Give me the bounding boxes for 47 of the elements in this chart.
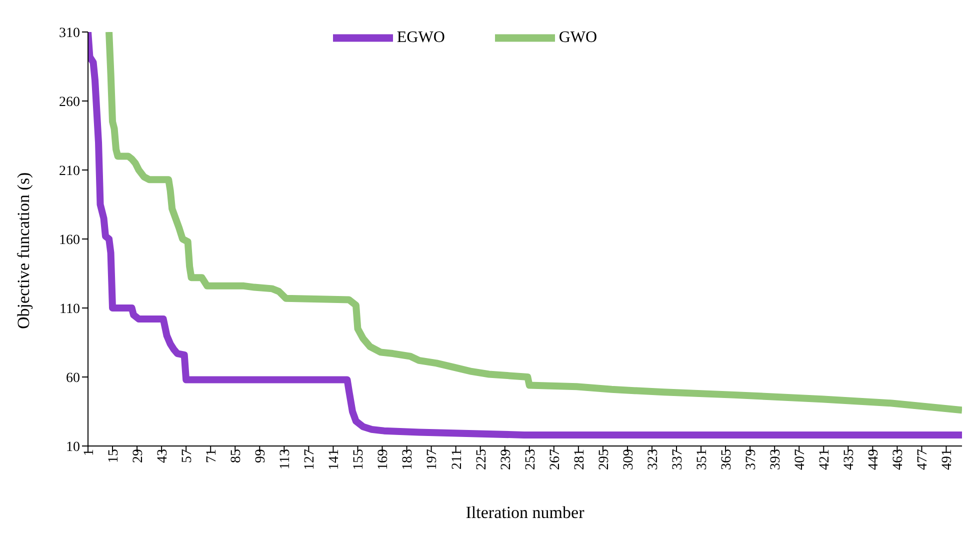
x-tick-label: 463 [891, 449, 906, 470]
y-tick-label: 160 [59, 232, 80, 248]
x-tick-label: 295 [596, 449, 612, 470]
legend-label: EGWO [396, 28, 445, 46]
y-tick-label: 110 [60, 302, 80, 317]
y-tick-label: 10 [66, 440, 80, 455]
x-tick-label: 141 [327, 449, 342, 470]
x-tick-label: 351 [694, 449, 710, 470]
x-tick-label: 183 [400, 449, 416, 470]
x-tick-label: 239 [498, 449, 514, 470]
x-tick-label: 323 [646, 449, 661, 470]
x-tick-label: 57 [180, 449, 196, 463]
x-tick-label: 393 [768, 449, 784, 470]
x-tick-label: 337 [670, 449, 686, 470]
x-tick-label: 15 [106, 449, 122, 463]
y-tick-label: 210 [59, 164, 80, 179]
x-tick-label: 491 [940, 449, 956, 470]
y-tick-label: 310 [59, 26, 80, 41]
x-tick-label: 379 [744, 449, 760, 470]
x-tick-label: 71 [204, 449, 220, 463]
x-tick-label: 421 [818, 449, 833, 470]
x-tick-label: 281 [572, 449, 588, 470]
x-tick-label: 99 [254, 449, 269, 463]
x-tick-label: 267 [548, 449, 563, 470]
x-tick-label: 225 [474, 449, 490, 470]
x-tick-label: 309 [621, 449, 636, 470]
x-tick-label: 435 [842, 449, 858, 470]
x-tick-label: 211 [450, 449, 465, 470]
x-tick-label: 365 [719, 449, 734, 470]
x-tick-label: 127 [302, 449, 318, 470]
x-tick-label: 29 [130, 449, 146, 463]
x-tick-label: 407 [793, 449, 808, 470]
x-tick-label: 253 [523, 449, 538, 470]
x-tick-label: 155 [352, 449, 367, 470]
x-tick-label: 477 [916, 449, 931, 470]
y-tick-label: 260 [59, 94, 80, 110]
x-tick-label: 197 [425, 449, 440, 470]
legend-label: GWO [558, 28, 598, 46]
x-tick-label: 113 [278, 449, 294, 470]
y-axis-title: Objective funcation (s) [14, 172, 34, 329]
y-tick-label: 60 [66, 370, 80, 386]
x-tick-label: 169 [376, 449, 392, 470]
x-tick-label: 449 [866, 449, 882, 470]
x-tick-label: 85 [229, 449, 244, 463]
x-tick-label: 43 [156, 449, 171, 463]
x-tick-label: 1 [82, 449, 97, 456]
x-axis-title: Ilteration number [466, 503, 585, 522]
